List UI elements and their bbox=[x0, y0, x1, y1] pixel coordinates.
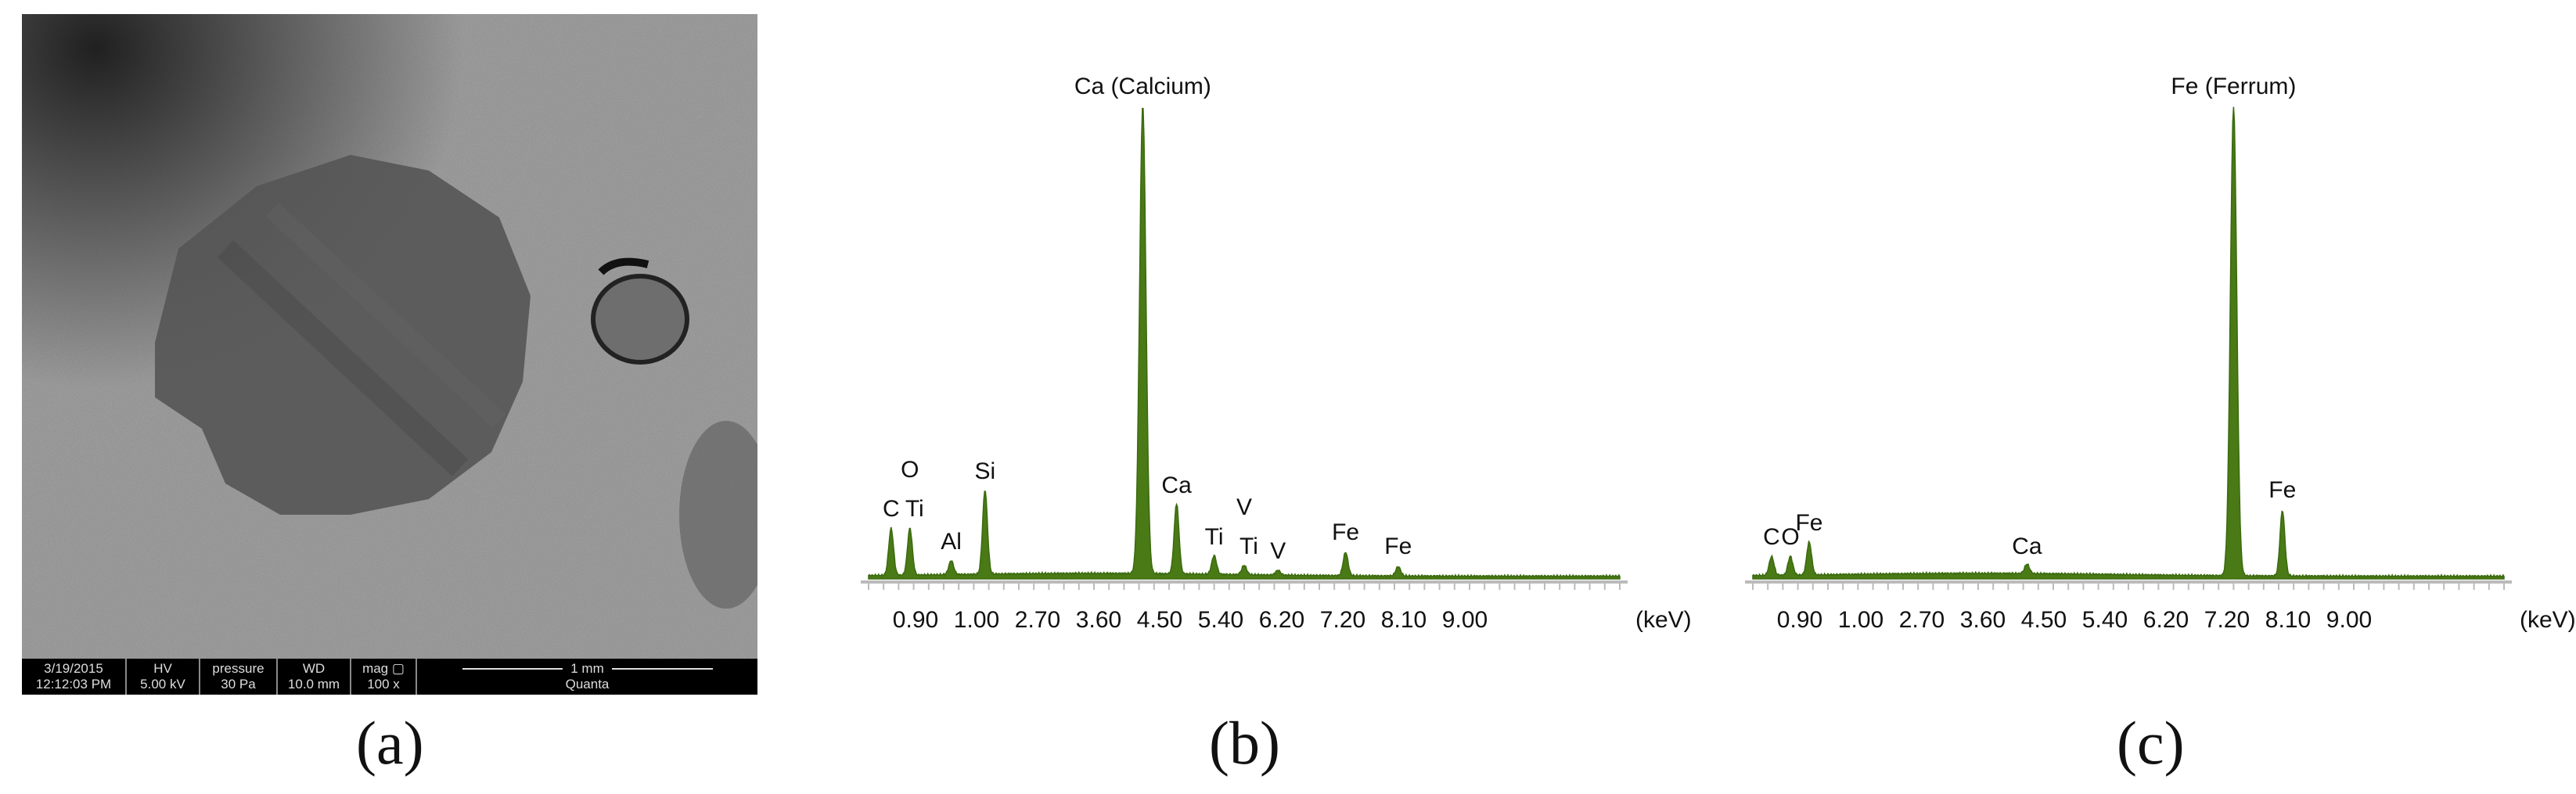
peak-label: C bbox=[1763, 524, 1780, 550]
x-tick-label: 3.60 bbox=[1960, 607, 2006, 633]
sem-instrument: Quanta bbox=[565, 677, 610, 692]
x-axis-label: (keV) bbox=[1635, 607, 1692, 633]
x-tick-label: 7.20 bbox=[1320, 607, 1365, 633]
peak-label: Fe bbox=[2268, 477, 2296, 503]
dark-grain bbox=[155, 155, 531, 515]
peak-label: O bbox=[1781, 524, 1799, 550]
peak-label: Fe (Ferrum) bbox=[2171, 74, 2296, 99]
panel-label-a: (a) bbox=[356, 709, 424, 777]
peak-label: Fe bbox=[1384, 534, 1412, 559]
peak-label: Si bbox=[974, 458, 995, 484]
x-axis-label: (keV) bbox=[2520, 607, 2576, 633]
sem-mag-value: 100 x bbox=[367, 677, 400, 692]
panel-label-b: (b) bbox=[1209, 709, 1280, 777]
x-tick-label: 4.50 bbox=[1137, 607, 1182, 633]
panel-label-c: (c) bbox=[2117, 709, 2185, 777]
x-tick-label: 0.90 bbox=[1777, 607, 1822, 633]
x-tick-label: 1.00 bbox=[1838, 607, 1883, 633]
sem-pressure-label: pressure bbox=[212, 661, 264, 676]
peak-label: V bbox=[1270, 538, 1286, 564]
scale-bar: 1 mm bbox=[462, 661, 713, 677]
x-tick-label: 9.00 bbox=[1442, 607, 1488, 633]
peak-label: Ti bbox=[1205, 524, 1224, 550]
x-tick-label: 5.40 bbox=[1198, 607, 1243, 633]
sem-micrograph: 3/19/2015 12:12:03 PM HV 5.00 kV pressur… bbox=[22, 14, 757, 695]
sem-pressure-value: 30 Pa bbox=[221, 677, 256, 692]
edx-spectrum-c: 0.90 1.00 2.70 3.60 4.50 5.40 6.20 7.20 8.10 9.00… bbox=[1745, 74, 2576, 633]
peak-label: Ca (Calcium) bbox=[1074, 74, 1211, 99]
peak-label: Al bbox=[941, 529, 962, 555]
x-tick-label: 6.20 bbox=[2143, 607, 2189, 633]
sem-time: 12:12:03 PM bbox=[35, 677, 112, 692]
spectrum-area bbox=[1752, 106, 2505, 580]
x-tick-label: 8.10 bbox=[2265, 607, 2311, 633]
peak-label: Ca bbox=[1161, 472, 1192, 498]
sem-hv-label: HV bbox=[153, 661, 172, 676]
sem-hv-value: 5.00 kV bbox=[140, 677, 185, 692]
peak-label: Fe bbox=[1332, 519, 1359, 545]
sem-texture bbox=[22, 14, 757, 695]
sem-info-bar: 3/19/2015 12:12:03 PM HV 5.00 kV pressur… bbox=[22, 659, 757, 695]
peak-label: Ti bbox=[1239, 534, 1258, 559]
x-tick-label: 0.90 bbox=[893, 607, 938, 633]
x-tick-label: 2.70 bbox=[1015, 607, 1060, 633]
peak-label: Fe bbox=[1795, 510, 1822, 536]
spectrum-area bbox=[868, 107, 1621, 580]
x-tick-label: 1.00 bbox=[954, 607, 999, 633]
peak-label: Ca bbox=[2012, 534, 2042, 559]
x-tick-label: 3.60 bbox=[1076, 607, 1121, 633]
x-tick-label: 5.40 bbox=[2082, 607, 2128, 633]
round-particle bbox=[591, 274, 689, 365]
x-tick-label: 9.00 bbox=[2326, 607, 2372, 633]
x-tick-label: 2.70 bbox=[1899, 607, 1945, 633]
x-tick-label: 8.10 bbox=[1381, 607, 1427, 633]
peak-label: V bbox=[1236, 494, 1252, 520]
x-tick-label: 4.50 bbox=[2021, 607, 2067, 633]
peak-label: C bbox=[883, 496, 900, 522]
edx-spectrum-b: 0.90 1.00 2.70 3.60 4.50 5.40 6.20 7.20 8.10 9.00… bbox=[861, 74, 1692, 633]
peak-label: O bbox=[901, 457, 919, 483]
scale-label: 1 mm bbox=[570, 661, 604, 676]
sem-date: 3/19/2015 bbox=[44, 661, 103, 676]
sem-mag-label: mag ▢ bbox=[362, 661, 405, 676]
sem-wd-value: 10.0 mm bbox=[287, 677, 340, 692]
sem-wd-label: WD bbox=[302, 661, 326, 676]
x-tick-label: 7.20 bbox=[2204, 607, 2250, 633]
x-tick-label: 6.20 bbox=[1259, 607, 1304, 633]
peak-label: Ti bbox=[905, 496, 924, 522]
